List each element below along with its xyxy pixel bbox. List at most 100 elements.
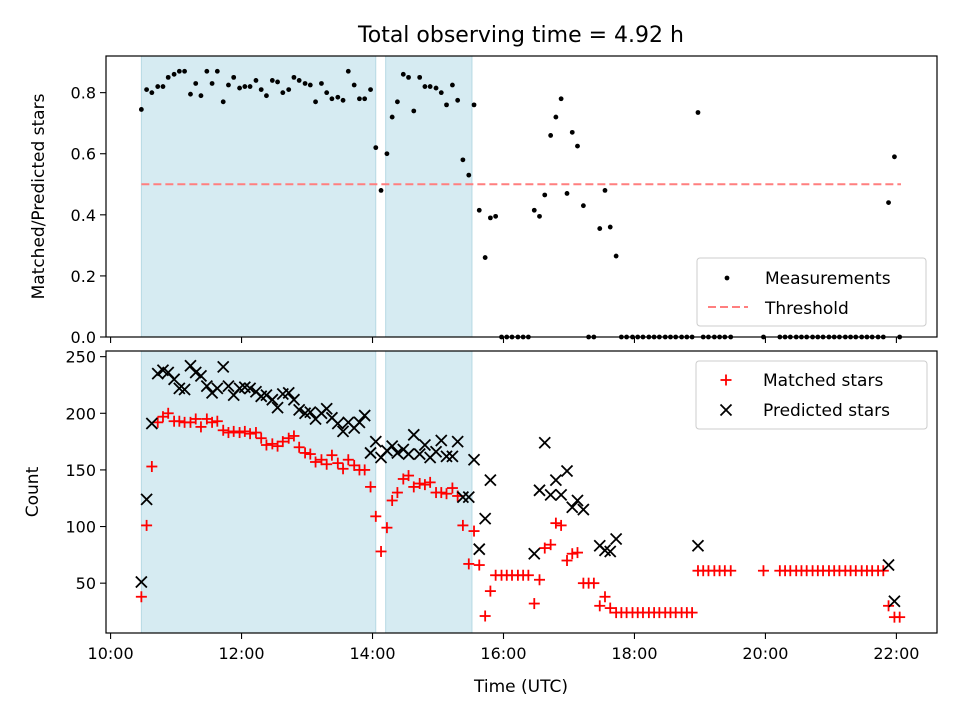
- predicted-point: [462, 490, 475, 504]
- matched-point: [604, 602, 616, 614]
- measurement-point: [138, 107, 144, 112]
- measurement-point: [395, 99, 400, 105]
- matched-point: [435, 487, 447, 499]
- legend-measurements-label: Measurements: [765, 269, 891, 289]
- legend-predicted-marker: [719, 403, 733, 417]
- measurement-point: [307, 82, 313, 88]
- predicted-point: [407, 428, 420, 441]
- x-tick-label: 22:00: [873, 644, 919, 663]
- matched-point: [146, 461, 158, 473]
- top-x-ticks: [110, 337, 897, 343]
- predicted-point: [446, 450, 459, 463]
- matched-point: [473, 559, 485, 571]
- predicted-point: [151, 367, 164, 380]
- measurement-point: [286, 87, 292, 92]
- predicted-point: [364, 446, 377, 460]
- measurement-point: [411, 108, 417, 114]
- predicted-point: [528, 547, 541, 560]
- measurement-point: [542, 192, 548, 198]
- x-tick-label: 10:00: [88, 644, 134, 663]
- x-tick-label: 14:00: [349, 644, 395, 663]
- y-tick-label: 100: [65, 518, 96, 537]
- measurement-point: [220, 99, 226, 105]
- y-tick-label: 0.0: [71, 328, 96, 347]
- matched-point: [299, 447, 311, 459]
- matched-point: [244, 428, 256, 440]
- predicted-point: [243, 382, 257, 395]
- bottom-legend-box: [695, 360, 928, 430]
- measurement-point: [329, 96, 335, 102]
- measurement-point: [384, 151, 390, 157]
- measurement-point: [695, 110, 701, 115]
- measurement-point: [155, 84, 161, 89]
- matched-point: [539, 542, 551, 554]
- measurement-point: [493, 213, 499, 219]
- matched-point: [550, 517, 562, 529]
- measurement-point: [433, 85, 439, 91]
- predicted-point: [140, 493, 153, 506]
- measurement-point: [253, 78, 259, 83]
- matched-point: [528, 598, 540, 610]
- matched-point: [266, 438, 278, 450]
- legend-plus: [720, 374, 732, 386]
- matched-point: [206, 416, 218, 428]
- predicted-point: [888, 595, 901, 608]
- matched-point: [359, 464, 371, 476]
- measurement-point: [438, 90, 444, 96]
- matched-point: [522, 569, 534, 581]
- y-tick-label: 0.8: [71, 84, 96, 103]
- bottom-shaded-intervals: [140, 350, 473, 634]
- matched-point: [381, 522, 393, 534]
- predicted-point: [533, 484, 546, 497]
- matched-point: [304, 448, 316, 460]
- top-y-axis-label: Matched/Predicted stars: [29, 93, 49, 299]
- measurement-point: [466, 172, 472, 178]
- bottom-x-ticks: 10:00 12:00 14:00 16:00 18:00 20:00 22:00: [88, 633, 919, 663]
- measurement-point: [171, 71, 177, 77]
- measurement-point: [422, 84, 428, 89]
- predicted-point: [217, 360, 230, 373]
- measurement-point: [476, 207, 482, 213]
- measurement-point: [537, 213, 542, 219]
- measurement-point: [237, 85, 242, 91]
- legend-threshold-label: Threshold: [764, 299, 849, 319]
- matched-point: [288, 430, 300, 442]
- matched-point: [571, 547, 583, 559]
- matched-point: [446, 482, 458, 494]
- matched-point: [277, 436, 289, 448]
- predicted-point: [479, 512, 492, 525]
- y-tick-label: 150: [65, 461, 96, 480]
- matched-point: [386, 494, 398, 506]
- measurement-point: [345, 68, 351, 74]
- matched-point: [686, 607, 698, 619]
- shaded-interval: [385, 55, 473, 338]
- matched-point: [391, 487, 403, 499]
- x-tick-label: 12:00: [218, 644, 264, 663]
- predicted-point: [571, 494, 584, 507]
- predicted-point: [413, 447, 426, 461]
- y-tick-label: 250: [65, 348, 96, 367]
- measurement-point: [373, 145, 379, 151]
- matched-point: [484, 585, 496, 597]
- measurement-point: [160, 84, 166, 89]
- measurement-point: [427, 84, 433, 89]
- predicted-point: [549, 473, 563, 487]
- matched-point: [457, 519, 469, 531]
- matched-point: [321, 458, 333, 470]
- predicted-point: [566, 501, 579, 514]
- measurement-point: [242, 84, 248, 89]
- predicted-point: [391, 446, 404, 460]
- predicted-point: [222, 379, 235, 393]
- y-tick-label: 200: [65, 404, 96, 423]
- measurement-point: [291, 74, 297, 80]
- legend-matched-label: Matched stars: [763, 371, 883, 391]
- predicted-point: [418, 438, 432, 452]
- predicted-point: [282, 386, 295, 400]
- measurement-point: [144, 87, 150, 92]
- x-axis-label: Time (UTC): [473, 677, 568, 697]
- predicted-point: [184, 359, 197, 372]
- predicted-point: [358, 409, 371, 422]
- predicted-point: [287, 393, 301, 406]
- measurement-point: [302, 81, 308, 86]
- chart-title: Total observing time = 4.92 h: [357, 23, 684, 48]
